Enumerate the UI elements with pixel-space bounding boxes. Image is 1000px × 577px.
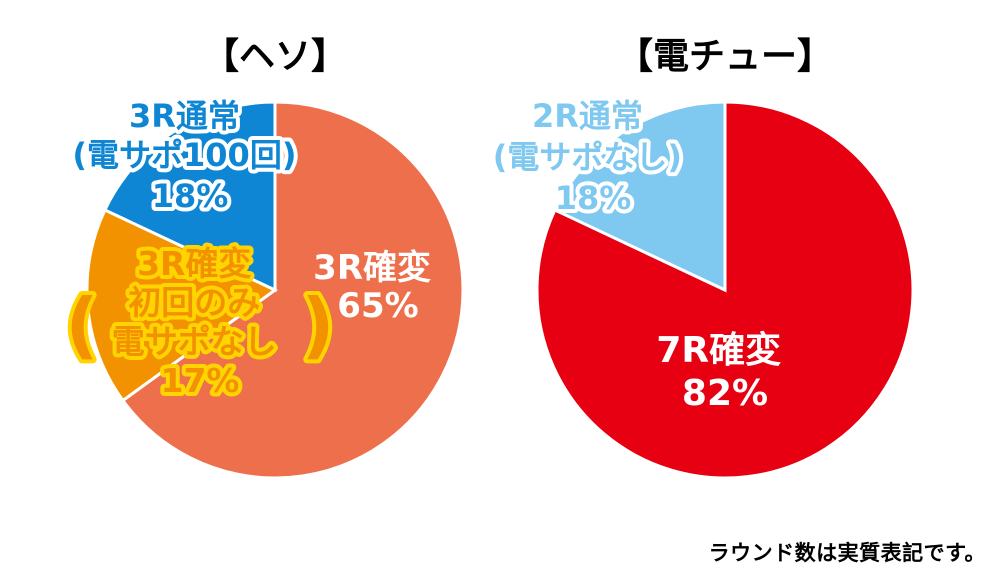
label-heso-3r-kakuhen-first: 3R確変 初回のみ 電サポなし 17%	[112, 244, 289, 400]
bracket-left-heso: (	[66, 283, 99, 367]
label-heso-3r-kakuhen: 3R確変 65%	[313, 248, 443, 326]
bracket-right-heso: )	[302, 283, 335, 367]
label-denchu-2r-tsujo: 2R通常 (電サポなし) 18%	[493, 97, 693, 217]
slice-heso-3r-kakuhen	[120, 100, 465, 480]
slice-heso-3r-tsujo	[102, 100, 277, 293]
pie-denchu: 【電チュー】 7R確変 82% 2R通常 (電サポなし) 18%	[489, 36, 915, 480]
label-heso-3r-tsujo: 3R通常 (電サポ100回) 18%	[72, 97, 307, 215]
pie-heso: 【ヘソ】 3R確変 65% 3R確変 初回のみ 電サポなし 17% () 3R通…	[62, 36, 465, 480]
pie-heso-title: 【ヘソ】	[203, 36, 347, 77]
footnote-text: ラウンド数は実質表記です。	[708, 541, 986, 565]
label-denchu-7r-kakuhen: 7R確変 82%	[656, 329, 793, 414]
slice-heso-3r-kakuhen-first	[85, 207, 278, 403]
pie-denchu-title: 【電チュー】	[617, 36, 833, 77]
slice-denchu-2r-tsujo	[552, 100, 727, 293]
